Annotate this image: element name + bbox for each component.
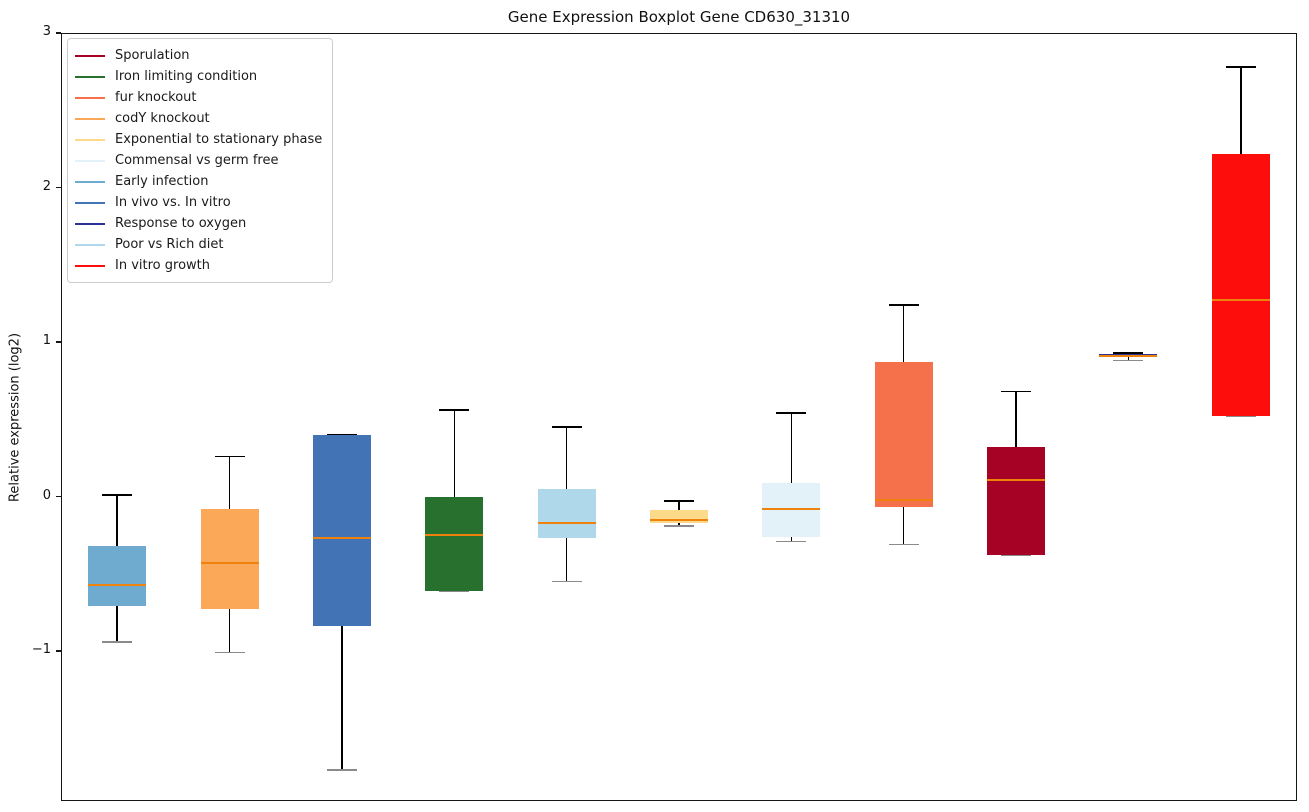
whisker-cap-top [551,426,582,428]
whisker-cap-top [102,494,133,496]
whisker-cap-bottom [214,651,245,654]
whisker-cap-bottom [1113,359,1144,362]
whisker-cap-top [214,455,245,458]
box-in-vivo-vs-in-vitro [312,434,371,627]
legend-item-cody-knockout: codY knockout [75,108,322,129]
legend-item-exponential-to-stationary-phase: Exponential to stationary phase [75,129,322,150]
whisker-cap-top [888,304,919,306]
box-poor-vs-rich-diet [537,488,596,539]
legend-swatch [75,138,105,141]
legend-item-early-infection: Early infection [75,171,322,192]
legend-swatch [75,117,105,120]
whisker-cap-bottom [776,540,807,543]
whisker-cap-bottom [551,580,582,583]
legend-swatch [75,159,105,162]
legend-label: codY knockout [115,111,210,126]
legend-item-poor-vs-rich-diet: Poor vs Rich diet [75,234,322,255]
legend-item-iron-limiting-condition: Iron limiting condition [75,66,322,87]
whisker-line [790,413,793,542]
legend-swatch [75,96,105,99]
box-cody-knockout [200,508,259,610]
legend-item-in-vitro-growth: In vitro growth [75,255,322,276]
whisker-cap-bottom [326,769,357,771]
legend: Sporulation Iron limiting condition fur kn… [67,38,334,283]
legend-swatch [75,54,105,57]
median-line [650,518,708,521]
legend-label: Response to oxygen [115,216,247,231]
legend-label: Commensal vs germ free [115,153,279,168]
whisker-cap-top [1113,352,1144,354]
legend-swatch [75,243,105,246]
whisker-cap-top [1001,390,1032,393]
box-in-vitro-growth [1211,153,1270,417]
median-line [1099,354,1158,357]
legend-label: In vitro growth [115,258,210,273]
legend-item-fur-knockout: fur knockout [75,87,322,108]
legend-item-sporulation: Sporulation [75,45,322,66]
median-line [200,562,259,565]
box-early-infection [88,546,147,607]
legend-label: Sporulation [115,48,190,63]
median-line [537,521,596,524]
legend-item-response-to-oxygen: Response to oxygen [75,213,322,234]
legend-swatch [75,222,105,225]
legend-swatch [75,264,105,267]
legend-item-in-vivo-vs-in-vitro: In vivo vs. In vitro [75,192,322,213]
legend-label: Early infection [115,174,209,189]
box-fur-knockout [874,362,933,508]
median-line [1211,299,1270,302]
whisker-cap-bottom [1001,554,1032,557]
median-line [987,478,1046,481]
legend-swatch [75,75,105,78]
legend-swatch [75,201,105,204]
whisker-cap-top [1225,66,1256,68]
whisker-cap-bottom [1225,415,1256,417]
legend-label: Exponential to stationary phase [115,132,323,147]
legend-label: In vivo vs. In vitro [115,195,231,210]
box-exponential-to-stationary-phase [650,510,708,523]
median-line [874,498,933,501]
whisker-cap-top [776,412,807,414]
box-iron-limiting-condition [425,496,484,591]
legend-item-commensal-vs-germ-free: Commensal vs germ free [75,150,322,171]
median-line [88,583,147,586]
whisker-cap-bottom [439,590,470,592]
median-line [312,537,371,540]
median-line [425,534,484,537]
legend-swatch [75,180,105,183]
legend-label: fur knockout [115,90,197,105]
median-line [762,507,821,510]
whisker-cap-bottom [664,525,694,527]
legend-label: Poor vs Rich diet [115,237,224,252]
whisker-cap-bottom [888,543,919,546]
whisker-cap-bottom [102,641,133,643]
chart-title: Gene Expression Boxplot Gene CD630_31310 [507,8,851,26]
whisker-cap-top [439,409,470,411]
box-sporulation [987,447,1046,556]
whisker-cap-top [664,500,694,502]
legend-label: Iron limiting condition [115,69,258,84]
